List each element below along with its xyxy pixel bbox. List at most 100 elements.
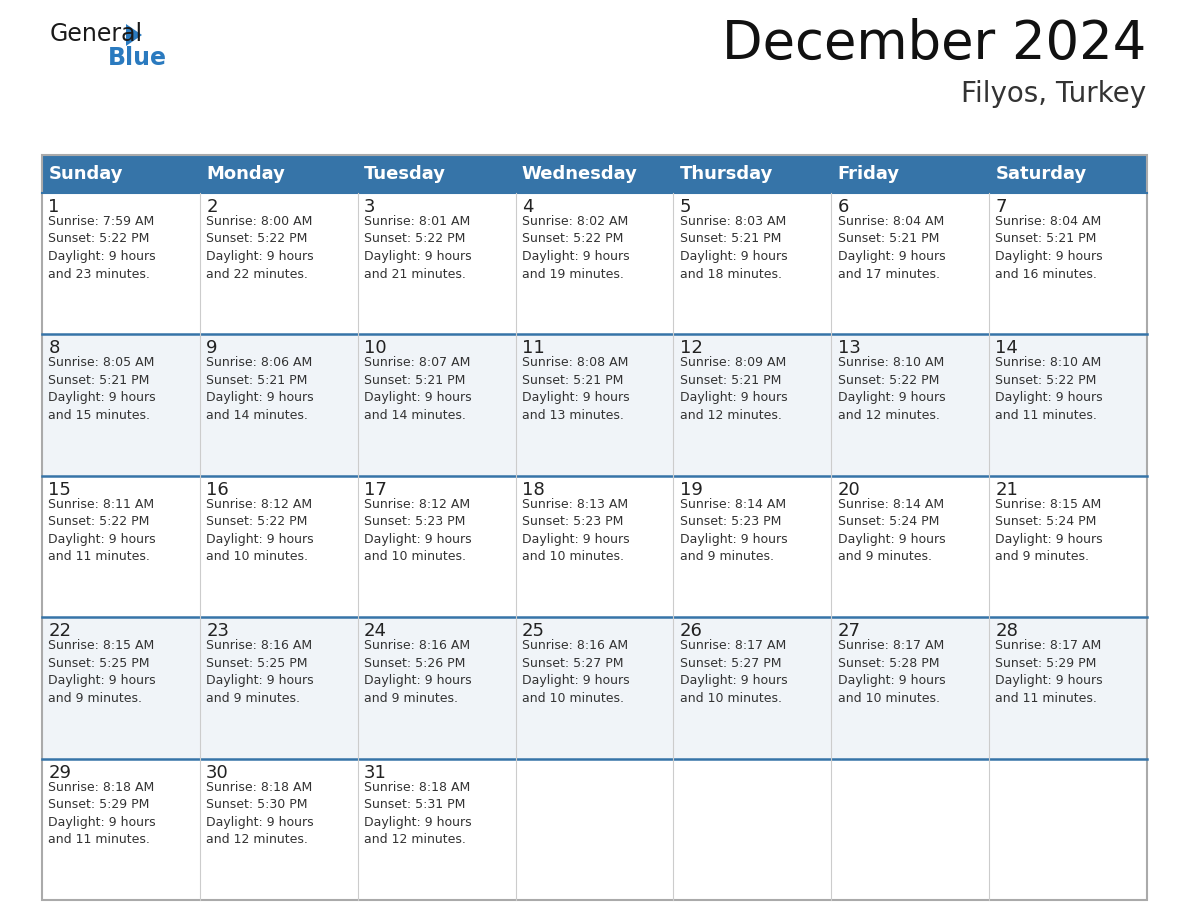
Bar bbox=[516, 617, 674, 758]
Text: Wednesday: Wednesday bbox=[522, 165, 638, 183]
Bar bbox=[832, 193, 990, 334]
Text: General: General bbox=[50, 22, 143, 46]
Bar bbox=[200, 617, 358, 758]
Bar bbox=[42, 476, 200, 617]
Text: Sunrise: 8:02 AM
Sunset: 5:22 PM
Daylight: 9 hours
and 19 minutes.: Sunrise: 8:02 AM Sunset: 5:22 PM Dayligh… bbox=[522, 215, 630, 281]
Bar bbox=[832, 617, 990, 758]
Text: 9: 9 bbox=[207, 340, 217, 357]
Text: 12: 12 bbox=[680, 340, 702, 357]
Text: Sunrise: 8:12 AM
Sunset: 5:23 PM
Daylight: 9 hours
and 10 minutes.: Sunrise: 8:12 AM Sunset: 5:23 PM Dayligh… bbox=[364, 498, 472, 564]
Text: Sunrise: 8:16 AM
Sunset: 5:26 PM
Daylight: 9 hours
and 9 minutes.: Sunrise: 8:16 AM Sunset: 5:26 PM Dayligh… bbox=[364, 639, 472, 705]
Bar bbox=[42, 155, 1146, 900]
Text: 14: 14 bbox=[996, 340, 1018, 357]
Text: Sunrise: 8:10 AM
Sunset: 5:22 PM
Daylight: 9 hours
and 11 minutes.: Sunrise: 8:10 AM Sunset: 5:22 PM Dayligh… bbox=[996, 356, 1104, 422]
Bar bbox=[990, 334, 1146, 476]
Bar bbox=[990, 617, 1146, 758]
Bar bbox=[990, 758, 1146, 900]
Bar bbox=[832, 758, 990, 900]
Text: 28: 28 bbox=[996, 622, 1018, 640]
Text: 2: 2 bbox=[207, 198, 217, 216]
Text: Sunrise: 8:11 AM
Sunset: 5:22 PM
Daylight: 9 hours
and 11 minutes.: Sunrise: 8:11 AM Sunset: 5:22 PM Dayligh… bbox=[49, 498, 156, 564]
Text: Sunrise: 8:16 AM
Sunset: 5:27 PM
Daylight: 9 hours
and 10 minutes.: Sunrise: 8:16 AM Sunset: 5:27 PM Dayligh… bbox=[522, 639, 630, 705]
Bar bbox=[516, 476, 674, 617]
Text: 23: 23 bbox=[207, 622, 229, 640]
Text: Tuesday: Tuesday bbox=[364, 165, 446, 183]
Text: Sunrise: 8:14 AM
Sunset: 5:24 PM
Daylight: 9 hours
and 9 minutes.: Sunrise: 8:14 AM Sunset: 5:24 PM Dayligh… bbox=[838, 498, 946, 564]
Text: 24: 24 bbox=[364, 622, 387, 640]
Text: Sunrise: 8:17 AM
Sunset: 5:27 PM
Daylight: 9 hours
and 10 minutes.: Sunrise: 8:17 AM Sunset: 5:27 PM Dayligh… bbox=[680, 639, 788, 705]
Bar bbox=[42, 193, 200, 334]
Text: 30: 30 bbox=[207, 764, 229, 781]
Text: Sunrise: 8:17 AM
Sunset: 5:28 PM
Daylight: 9 hours
and 10 minutes.: Sunrise: 8:17 AM Sunset: 5:28 PM Dayligh… bbox=[838, 639, 946, 705]
Bar bbox=[674, 155, 832, 193]
Text: 17: 17 bbox=[364, 481, 387, 498]
Text: Sunrise: 8:01 AM
Sunset: 5:22 PM
Daylight: 9 hours
and 21 minutes.: Sunrise: 8:01 AM Sunset: 5:22 PM Dayligh… bbox=[364, 215, 472, 281]
Bar bbox=[200, 193, 358, 334]
Text: 10: 10 bbox=[364, 340, 386, 357]
Text: Sunrise: 8:03 AM
Sunset: 5:21 PM
Daylight: 9 hours
and 18 minutes.: Sunrise: 8:03 AM Sunset: 5:21 PM Dayligh… bbox=[680, 215, 788, 281]
Text: 25: 25 bbox=[522, 622, 545, 640]
Bar bbox=[674, 193, 832, 334]
Bar bbox=[358, 617, 516, 758]
Bar bbox=[42, 758, 200, 900]
Text: 6: 6 bbox=[838, 198, 849, 216]
Text: Sunrise: 8:18 AM
Sunset: 5:31 PM
Daylight: 9 hours
and 12 minutes.: Sunrise: 8:18 AM Sunset: 5:31 PM Dayligh… bbox=[364, 780, 472, 846]
Text: 7: 7 bbox=[996, 198, 1007, 216]
Text: 22: 22 bbox=[49, 622, 71, 640]
Bar bbox=[42, 334, 200, 476]
Text: 11: 11 bbox=[522, 340, 544, 357]
Text: Sunrise: 8:18 AM
Sunset: 5:30 PM
Daylight: 9 hours
and 12 minutes.: Sunrise: 8:18 AM Sunset: 5:30 PM Dayligh… bbox=[207, 780, 314, 846]
Bar bbox=[516, 758, 674, 900]
Text: Sunrise: 8:04 AM
Sunset: 5:21 PM
Daylight: 9 hours
and 17 minutes.: Sunrise: 8:04 AM Sunset: 5:21 PM Dayligh… bbox=[838, 215, 946, 281]
Text: Sunrise: 8:17 AM
Sunset: 5:29 PM
Daylight: 9 hours
and 11 minutes.: Sunrise: 8:17 AM Sunset: 5:29 PM Dayligh… bbox=[996, 639, 1104, 705]
Text: 20: 20 bbox=[838, 481, 860, 498]
Bar bbox=[990, 476, 1146, 617]
Text: 5: 5 bbox=[680, 198, 691, 216]
Text: Sunrise: 8:08 AM
Sunset: 5:21 PM
Daylight: 9 hours
and 13 minutes.: Sunrise: 8:08 AM Sunset: 5:21 PM Dayligh… bbox=[522, 356, 630, 422]
Bar bbox=[358, 155, 516, 193]
Text: Sunrise: 8:14 AM
Sunset: 5:23 PM
Daylight: 9 hours
and 9 minutes.: Sunrise: 8:14 AM Sunset: 5:23 PM Dayligh… bbox=[680, 498, 788, 564]
Bar bbox=[42, 617, 200, 758]
Bar bbox=[358, 334, 516, 476]
Text: 8: 8 bbox=[49, 340, 59, 357]
Bar bbox=[200, 758, 358, 900]
Text: Saturday: Saturday bbox=[996, 165, 1087, 183]
Bar bbox=[358, 193, 516, 334]
Text: Sunrise: 8:00 AM
Sunset: 5:22 PM
Daylight: 9 hours
and 22 minutes.: Sunrise: 8:00 AM Sunset: 5:22 PM Dayligh… bbox=[207, 215, 314, 281]
Bar bbox=[832, 334, 990, 476]
Text: Sunrise: 8:12 AM
Sunset: 5:22 PM
Daylight: 9 hours
and 10 minutes.: Sunrise: 8:12 AM Sunset: 5:22 PM Dayligh… bbox=[207, 498, 314, 564]
Text: 29: 29 bbox=[49, 764, 71, 781]
Text: 26: 26 bbox=[680, 622, 702, 640]
Text: Blue: Blue bbox=[108, 46, 168, 70]
Bar bbox=[674, 334, 832, 476]
Text: Sunday: Sunday bbox=[49, 165, 122, 183]
Text: Thursday: Thursday bbox=[680, 165, 773, 183]
Bar bbox=[674, 476, 832, 617]
Text: 31: 31 bbox=[364, 764, 387, 781]
Bar bbox=[358, 758, 516, 900]
Text: 4: 4 bbox=[522, 198, 533, 216]
Bar bbox=[990, 155, 1146, 193]
Text: Filyos, Turkey: Filyos, Turkey bbox=[961, 80, 1146, 108]
Text: Sunrise: 8:15 AM
Sunset: 5:25 PM
Daylight: 9 hours
and 9 minutes.: Sunrise: 8:15 AM Sunset: 5:25 PM Dayligh… bbox=[49, 639, 156, 705]
Bar bbox=[832, 476, 990, 617]
Text: 21: 21 bbox=[996, 481, 1018, 498]
Text: 13: 13 bbox=[838, 340, 860, 357]
Bar bbox=[516, 193, 674, 334]
Text: Sunrise: 8:05 AM
Sunset: 5:21 PM
Daylight: 9 hours
and 15 minutes.: Sunrise: 8:05 AM Sunset: 5:21 PM Dayligh… bbox=[49, 356, 156, 422]
Text: Monday: Monday bbox=[207, 165, 285, 183]
Bar bbox=[990, 193, 1146, 334]
Bar bbox=[516, 155, 674, 193]
Text: Sunrise: 8:04 AM
Sunset: 5:21 PM
Daylight: 9 hours
and 16 minutes.: Sunrise: 8:04 AM Sunset: 5:21 PM Dayligh… bbox=[996, 215, 1104, 281]
Text: Sunrise: 8:16 AM
Sunset: 5:25 PM
Daylight: 9 hours
and 9 minutes.: Sunrise: 8:16 AM Sunset: 5:25 PM Dayligh… bbox=[207, 639, 314, 705]
Text: December 2024: December 2024 bbox=[722, 18, 1146, 70]
Text: 1: 1 bbox=[49, 198, 59, 216]
Text: Sunrise: 8:13 AM
Sunset: 5:23 PM
Daylight: 9 hours
and 10 minutes.: Sunrise: 8:13 AM Sunset: 5:23 PM Dayligh… bbox=[522, 498, 630, 564]
Text: 19: 19 bbox=[680, 481, 702, 498]
Text: Friday: Friday bbox=[838, 165, 899, 183]
Bar bbox=[200, 476, 358, 617]
Bar bbox=[832, 155, 990, 193]
Text: 27: 27 bbox=[838, 622, 860, 640]
Bar bbox=[200, 334, 358, 476]
Text: Sunrise: 8:10 AM
Sunset: 5:22 PM
Daylight: 9 hours
and 12 minutes.: Sunrise: 8:10 AM Sunset: 5:22 PM Dayligh… bbox=[838, 356, 946, 422]
